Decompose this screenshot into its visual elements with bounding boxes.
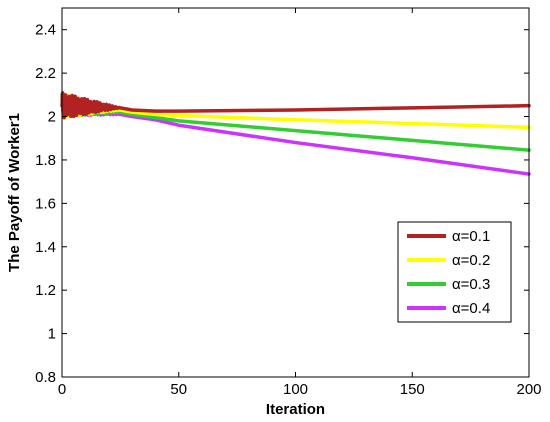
legend-item: α=0.3 xyxy=(407,276,490,293)
x-axis-label: Iteration xyxy=(266,401,325,418)
y-tick-label: 1 xyxy=(48,326,56,343)
y-tick-label: 2.2 xyxy=(35,65,56,82)
y-axis-label: The Payoff of Worker1 xyxy=(6,113,23,272)
legend-item: α=0.4 xyxy=(407,300,490,317)
y-tick-label: 1.8 xyxy=(35,152,56,169)
y-tick-label: 1.4 xyxy=(35,239,56,256)
series-1 xyxy=(60,91,531,120)
y-tick-label: 0.8 xyxy=(35,369,56,386)
ticks-layer: 0 50 100 150 200 0.8 1 1.2 1.4 1.6 1.8 2 2.2 2.4 xyxy=(35,8,542,398)
legend-label: α=0.4 xyxy=(452,300,490,317)
x-tick-label: 150 xyxy=(400,381,425,398)
y-tick-label: 2 xyxy=(48,109,56,126)
legend: α=0.1 α=0.2 α=0.3 α=0.4 xyxy=(397,221,512,323)
series-line xyxy=(60,91,531,120)
y-tick-label: 1.6 xyxy=(35,195,56,212)
x-tick-label: 50 xyxy=(170,381,187,398)
legend-label: α=0.2 xyxy=(452,252,490,269)
y-tick-label: 1.2 xyxy=(35,282,56,299)
legend-label: α=0.1 xyxy=(452,228,490,245)
legend-item: α=0.2 xyxy=(407,252,490,269)
x-tick-label: 100 xyxy=(283,381,308,398)
legend-item: α=0.1 xyxy=(407,228,490,245)
series-layer xyxy=(60,91,531,176)
legend-label: α=0.3 xyxy=(452,276,490,293)
x-tick-label: 200 xyxy=(516,381,541,398)
legend-box xyxy=(397,221,512,323)
y-tick-label: 2.4 xyxy=(35,22,56,39)
x-tick-label: 0 xyxy=(58,381,66,398)
